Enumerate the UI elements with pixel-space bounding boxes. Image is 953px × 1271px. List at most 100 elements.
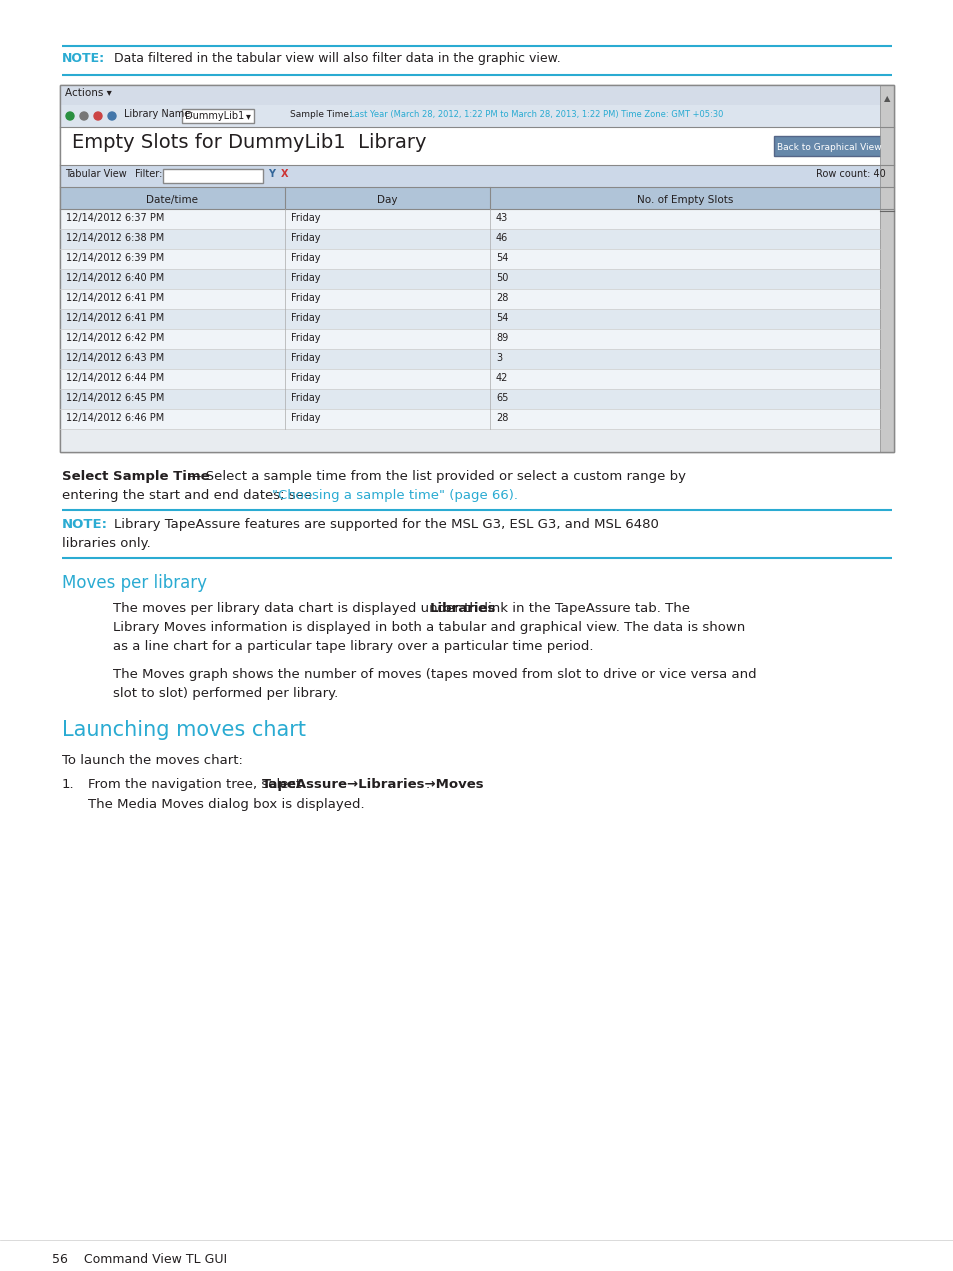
Text: Back to Graphical View: Back to Graphical View bbox=[776, 142, 881, 151]
Bar bbox=[60, 309, 879, 329]
Text: entering the start and end dates; see: entering the start and end dates; see bbox=[62, 489, 316, 502]
Text: 28: 28 bbox=[496, 413, 508, 423]
Bar bbox=[182, 109, 253, 123]
Text: link in the TapeAssure tab. The: link in the TapeAssure tab. The bbox=[479, 602, 689, 615]
Text: Sample Time:: Sample Time: bbox=[290, 111, 352, 119]
Bar bbox=[60, 85, 893, 452]
Bar bbox=[773, 136, 883, 156]
Text: .: . bbox=[426, 778, 430, 791]
Text: Select Sample Time: Select Sample Time bbox=[62, 470, 210, 483]
Text: 12/14/2012 6:44 PM: 12/14/2012 6:44 PM bbox=[66, 372, 164, 383]
Text: NOTE:: NOTE: bbox=[62, 519, 108, 531]
Text: "Choosing a sample time" (page 66).: "Choosing a sample time" (page 66). bbox=[272, 489, 517, 502]
Text: 12/14/2012 6:39 PM: 12/14/2012 6:39 PM bbox=[66, 253, 164, 263]
Text: Y: Y bbox=[268, 169, 274, 179]
Text: No. of Empty Slots: No. of Empty Slots bbox=[637, 194, 733, 205]
Text: Library Moves information is displayed in both a tabular and graphical view. The: Library Moves information is displayed i… bbox=[112, 622, 744, 634]
Bar bbox=[60, 389, 879, 409]
Text: Friday: Friday bbox=[291, 294, 320, 302]
Text: Tabular View: Tabular View bbox=[65, 169, 127, 179]
Text: 12/14/2012 6:42 PM: 12/14/2012 6:42 PM bbox=[66, 333, 164, 343]
Text: Empty Slots for DummyLib1  Library: Empty Slots for DummyLib1 Library bbox=[71, 133, 426, 153]
Text: Friday: Friday bbox=[291, 313, 320, 323]
Text: 12/14/2012 6:41 PM: 12/14/2012 6:41 PM bbox=[66, 313, 164, 323]
Text: To launch the moves chart:: To launch the moves chart: bbox=[62, 754, 243, 766]
Text: Actions ▾: Actions ▾ bbox=[65, 88, 112, 98]
Text: TapeAssure→Libraries→Moves: TapeAssure→Libraries→Moves bbox=[262, 778, 484, 791]
Circle shape bbox=[108, 112, 116, 119]
Text: 54: 54 bbox=[496, 313, 508, 323]
Text: 65: 65 bbox=[496, 393, 508, 403]
Text: Row count: 40: Row count: 40 bbox=[816, 169, 885, 179]
Text: 43: 43 bbox=[496, 214, 508, 222]
Text: 12/14/2012 6:37 PM: 12/14/2012 6:37 PM bbox=[66, 214, 164, 222]
Text: DummyLib1: DummyLib1 bbox=[185, 111, 244, 121]
Text: Friday: Friday bbox=[291, 353, 320, 364]
Text: — Select a sample time from the list provided or select a custom range by: — Select a sample time from the list pro… bbox=[184, 470, 685, 483]
Text: 46: 46 bbox=[496, 233, 508, 243]
Text: The moves per library data chart is displayed under the: The moves per library data chart is disp… bbox=[112, 602, 490, 615]
Bar bbox=[163, 169, 263, 183]
Text: 12/14/2012 6:43 PM: 12/14/2012 6:43 PM bbox=[66, 353, 164, 364]
Text: X: X bbox=[281, 169, 288, 179]
Bar bbox=[60, 208, 879, 229]
Text: 1.: 1. bbox=[62, 778, 74, 791]
Bar bbox=[60, 85, 893, 452]
Text: Friday: Friday bbox=[291, 333, 320, 343]
Text: 50: 50 bbox=[496, 273, 508, 283]
Bar bbox=[60, 85, 893, 105]
Text: slot to slot) performed per library.: slot to slot) performed per library. bbox=[112, 688, 338, 700]
Bar bbox=[60, 409, 879, 430]
Text: Friday: Friday bbox=[291, 413, 320, 423]
Circle shape bbox=[80, 112, 88, 119]
Bar bbox=[60, 289, 879, 309]
Bar bbox=[60, 165, 893, 187]
Text: 12/14/2012 6:41 PM: 12/14/2012 6:41 PM bbox=[66, 294, 164, 302]
Text: The Media Moves dialog box is displayed.: The Media Moves dialog box is displayed. bbox=[88, 798, 364, 811]
Text: Day: Day bbox=[376, 194, 397, 205]
Text: 89: 89 bbox=[496, 333, 508, 343]
Text: 28: 28 bbox=[496, 294, 508, 302]
Text: 42: 42 bbox=[496, 372, 508, 383]
Text: Friday: Friday bbox=[291, 214, 320, 222]
Text: Last Year (March 28, 2012, 1:22 PM to March 28, 2013, 1:22 PM) Time Zone: GMT +0: Last Year (March 28, 2012, 1:22 PM to Ma… bbox=[350, 111, 722, 119]
Bar bbox=[60, 105, 893, 127]
Text: Library Name:: Library Name: bbox=[124, 109, 193, 119]
Text: Friday: Friday bbox=[291, 273, 320, 283]
Text: 12/14/2012 6:46 PM: 12/14/2012 6:46 PM bbox=[66, 413, 164, 423]
Text: The Moves graph shows the number of moves (tapes moved from slot to drive or vic: The Moves graph shows the number of move… bbox=[112, 669, 756, 681]
Text: Data filtered in the tabular view will also filter data in the graphic view.: Data filtered in the tabular view will a… bbox=[113, 52, 560, 65]
Bar bbox=[60, 249, 879, 269]
Text: libraries only.: libraries only. bbox=[62, 538, 151, 550]
Bar bbox=[60, 269, 879, 289]
Text: Friday: Friday bbox=[291, 253, 320, 263]
Text: 54: 54 bbox=[496, 253, 508, 263]
Text: as a line chart for a particular tape library over a particular time period.: as a line chart for a particular tape li… bbox=[112, 641, 593, 653]
Text: Friday: Friday bbox=[291, 233, 320, 243]
Text: Moves per library: Moves per library bbox=[62, 574, 207, 592]
Bar bbox=[879, 85, 893, 452]
Text: Libraries: Libraries bbox=[430, 602, 496, 615]
Bar bbox=[60, 229, 879, 249]
Text: ▾: ▾ bbox=[246, 111, 251, 121]
Bar bbox=[60, 329, 879, 350]
Circle shape bbox=[94, 112, 102, 119]
Bar bbox=[60, 187, 893, 208]
Text: Launching moves chart: Launching moves chart bbox=[62, 719, 306, 740]
Bar bbox=[60, 127, 893, 165]
Text: 12/14/2012 6:38 PM: 12/14/2012 6:38 PM bbox=[66, 233, 164, 243]
Text: NOTE:: NOTE: bbox=[62, 52, 105, 65]
Bar bbox=[60, 430, 879, 452]
Text: Filter:: Filter: bbox=[135, 169, 162, 179]
Text: 12/14/2012 6:45 PM: 12/14/2012 6:45 PM bbox=[66, 393, 164, 403]
Text: ▲: ▲ bbox=[882, 94, 889, 103]
Bar bbox=[60, 350, 879, 369]
Text: Library TapeAssure features are supported for the MSL G3, ESL G3, and MSL 6480: Library TapeAssure features are supporte… bbox=[113, 519, 659, 531]
Text: Friday: Friday bbox=[291, 372, 320, 383]
Bar bbox=[60, 369, 879, 389]
Text: From the navigation tree, select: From the navigation tree, select bbox=[88, 778, 305, 791]
Text: Date/time: Date/time bbox=[147, 194, 198, 205]
Text: Friday: Friday bbox=[291, 393, 320, 403]
Text: 3: 3 bbox=[496, 353, 501, 364]
Text: 56    Command View TL GUI: 56 Command View TL GUI bbox=[52, 1253, 227, 1266]
